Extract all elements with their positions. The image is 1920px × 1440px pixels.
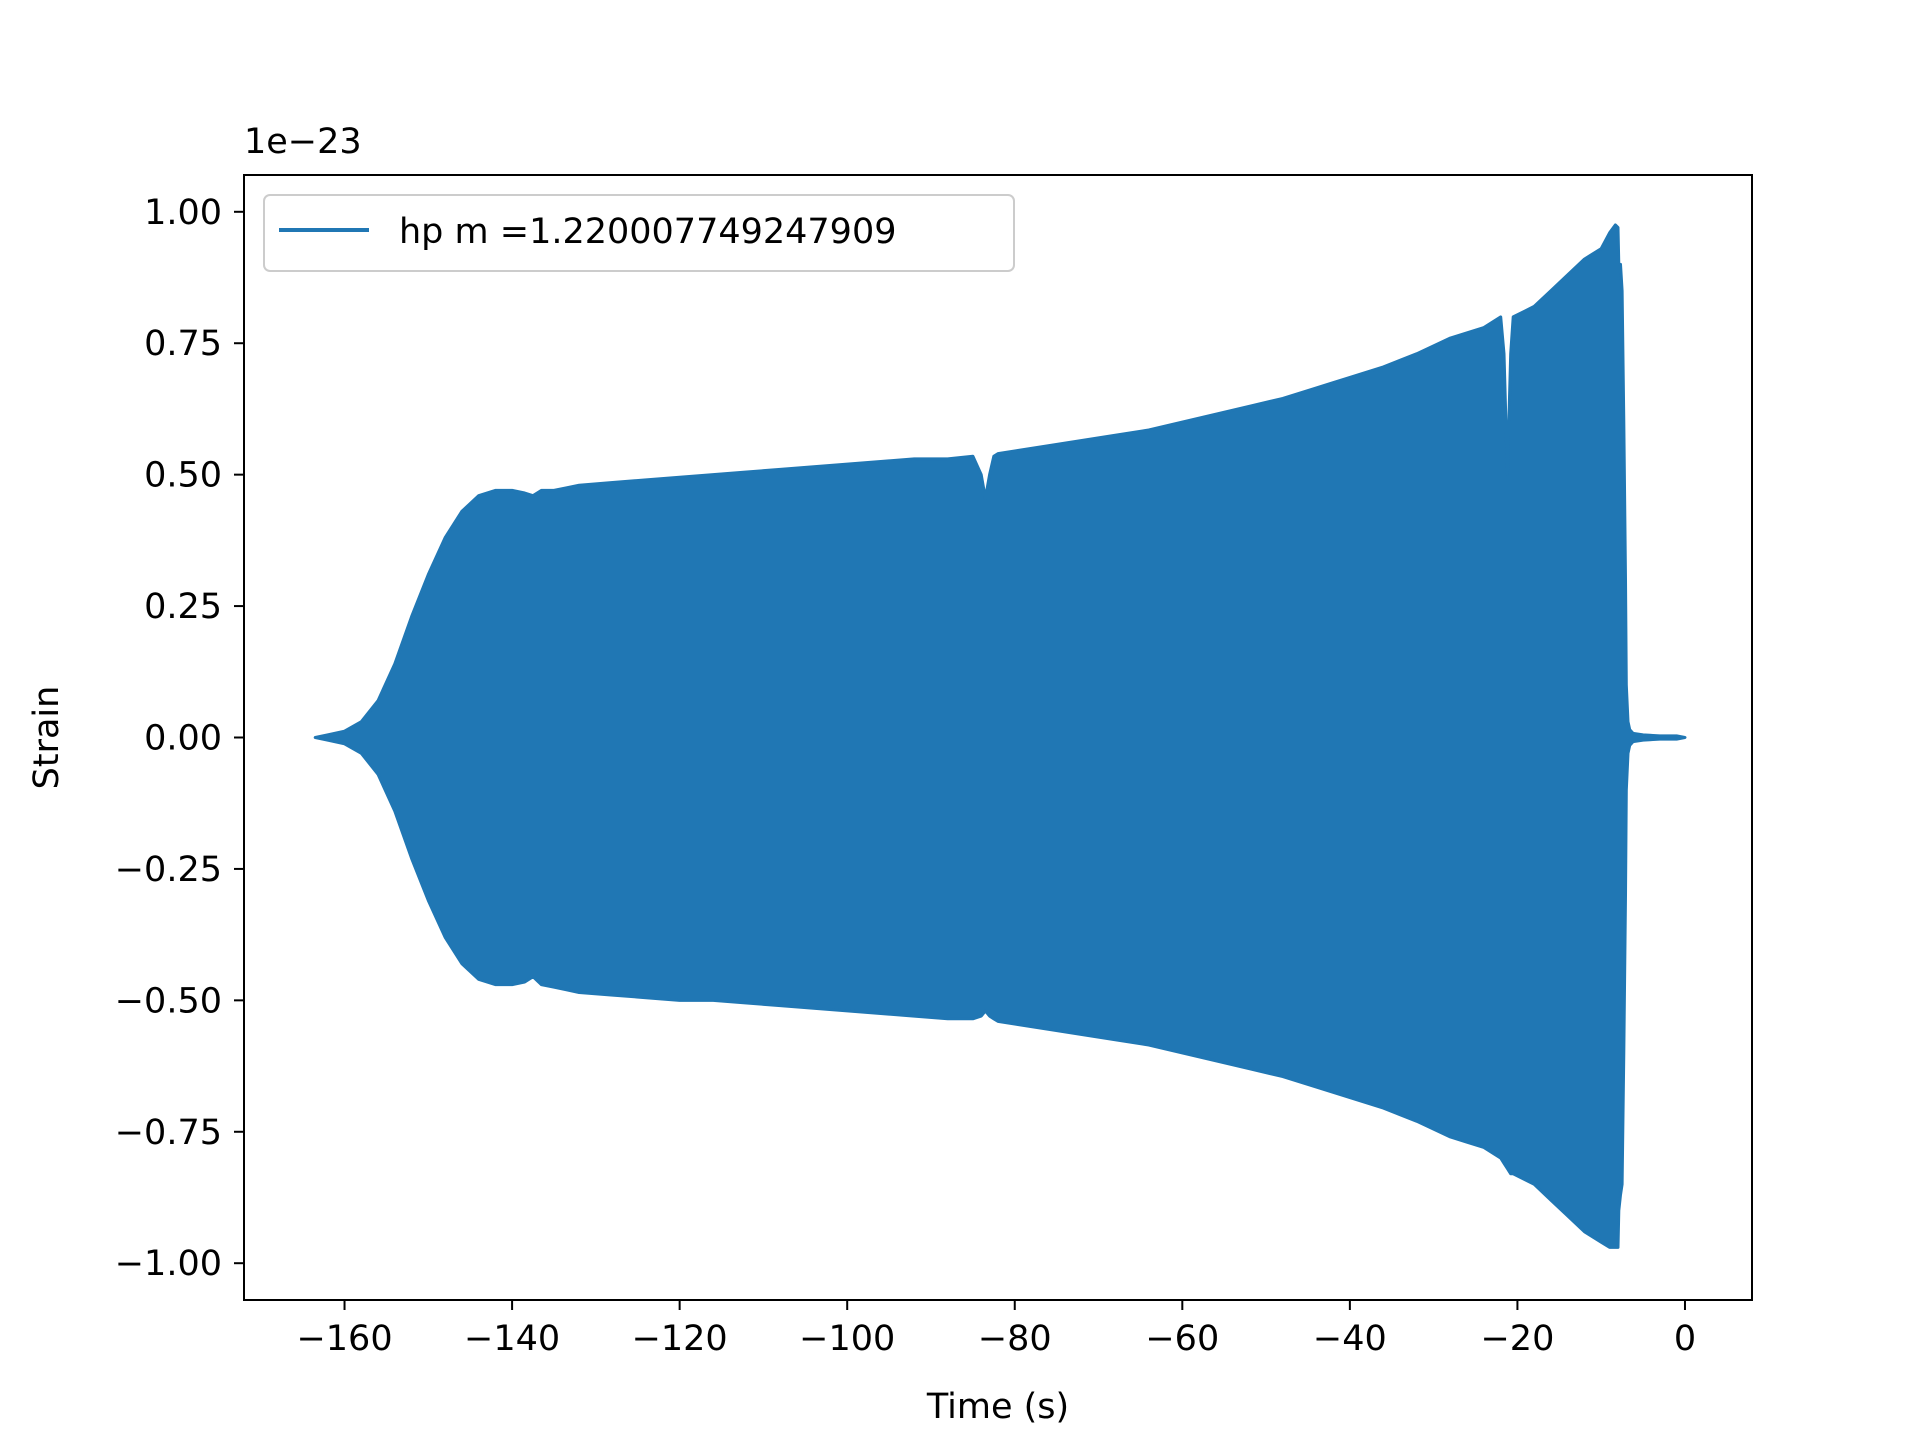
series-layer [313,223,1687,1249]
y-tick-label: 0.50 [144,456,222,496]
y-tick-label: 0.25 [144,587,222,627]
y-tick-label: 0.00 [144,719,222,759]
legend-box [263,194,1015,272]
x-tick-label: −100 [799,1319,895,1359]
x-tick-label: −140 [464,1319,560,1359]
x-tick-label: −40 [1313,1319,1387,1359]
y-offset-text: 1e−23 [244,122,362,162]
x-tick-label: −20 [1480,1319,1554,1359]
y-tick-label: 1.00 [144,193,222,233]
y-tick-label: −1.00 [115,1244,222,1284]
legend-label: hp m =1.220007749247909 [399,212,897,252]
x-axis-ticks: −160 −140 −120 −100 −80 −60 −40 −20 0 [296,1300,1696,1359]
y-tick-label: 0.75 [144,324,222,364]
x-tick-label: −60 [1145,1319,1219,1359]
x-tick-label: −80 [978,1319,1052,1359]
x-tick-label: −160 [296,1319,392,1359]
y-tick-label: −0.25 [115,850,222,890]
y-tick-label: −0.50 [115,981,222,1021]
legend: hp m =1.220007749247909 [263,194,1015,272]
x-tick-label: −120 [632,1319,728,1359]
series-waveform [313,223,1687,1249]
y-axis-ticks: −1.00 −0.75 −0.50 −0.25 0.00 0.25 0.50 0.75 1.00 [115,193,244,1284]
y-axis-label: Strain [27,686,67,790]
x-axis-label: Time (s) [926,1387,1069,1427]
x-tick-label: 0 [1674,1319,1696,1359]
y-tick-label: −0.75 [115,1113,222,1153]
